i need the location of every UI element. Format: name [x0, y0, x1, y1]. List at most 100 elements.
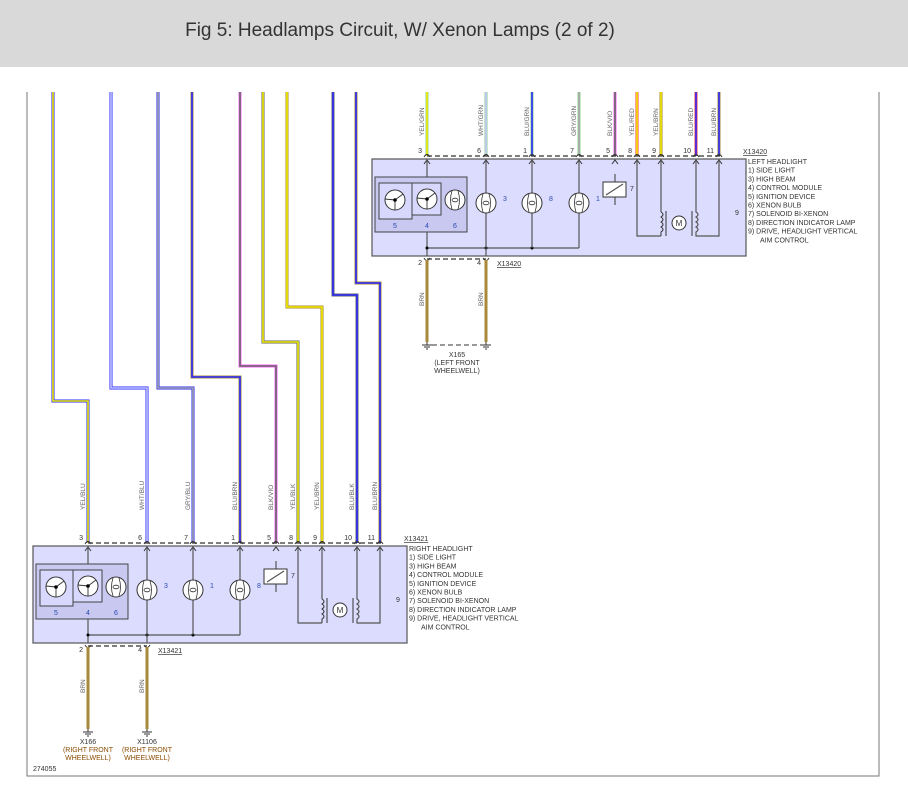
pin-number: 11 — [707, 148, 714, 155]
pin-terminal — [318, 541, 326, 545]
pin-number: 10 — [344, 535, 352, 542]
lamp-icon — [475, 192, 497, 214]
coil-icon — [694, 160, 720, 237]
pin-terminal — [423, 154, 431, 158]
ground-label: X165 — [449, 352, 465, 359]
lamp-number: 8 — [549, 196, 553, 203]
wire-blu-brn-stripe — [191, 92, 241, 543]
wire-label: WHT/BLU — [139, 480, 146, 510]
wire-label: BLK/VIO — [268, 485, 275, 510]
wire-label: BLU/BRN — [232, 482, 239, 510]
legend-item: 5) IGNITION DEVICE — [409, 581, 477, 588]
wire-label: BRN — [478, 292, 485, 306]
page-title: Fig 5: Headlamps Circuit, W/ Xenon Lamps… — [185, 20, 615, 41]
wire-label: BLU/BRN — [711, 108, 718, 136]
lamp-icon — [521, 192, 543, 214]
wire-yel-brn — [285, 92, 324, 543]
control-module-icon-pivot — [425, 197, 429, 201]
wire-yel-blu — [51, 92, 90, 543]
wire-label: YEL/GRN — [419, 107, 426, 136]
drive-number: 9 — [735, 210, 739, 217]
component-number: 5 — [54, 610, 58, 617]
solenoid-number: 7 — [630, 186, 634, 193]
lamp-icon — [182, 579, 204, 601]
document-number: 274055 — [33, 766, 56, 773]
ground-label: X1106 — [137, 739, 157, 746]
pin-arrow — [611, 159, 619, 165]
wire-yel-brn-stripe — [286, 92, 323, 543]
wire-gry-blu — [156, 92, 195, 543]
lamp-icon-filament — [528, 200, 536, 206]
pin-number: 8 — [628, 148, 632, 155]
lamp-icon — [568, 192, 590, 214]
component-title: LEFT HEADLIGHT — [748, 159, 808, 166]
pin-number: 3 — [418, 148, 422, 155]
lamp-number: 3 — [503, 196, 507, 203]
wire-blu-brn-stripe — [355, 92, 381, 543]
pin-terminal — [611, 154, 619, 158]
component-number: 6 — [453, 223, 457, 230]
wire-label: YEL/BRN — [653, 108, 660, 136]
lamp-icon — [229, 579, 251, 601]
pin-terminal — [143, 541, 151, 545]
pin-terminal — [236, 541, 244, 545]
pin-terminal — [376, 541, 384, 545]
wire-label: BRN — [80, 679, 87, 693]
lamp-icon — [136, 579, 158, 601]
junction-dot — [425, 246, 429, 250]
diagram-frame — [26, 92, 880, 777]
pin-terminal — [715, 154, 723, 158]
ground-icon — [481, 342, 491, 350]
wire-label: YEL/RED — [629, 108, 636, 136]
legend-item: 1) SIDE LIGHT — [748, 168, 796, 175]
wire-yel-blk — [261, 92, 300, 543]
wire-gry-blu-stripe — [157, 92, 194, 543]
pin-number: 5 — [606, 148, 610, 155]
pin-number: 7 — [184, 535, 188, 542]
wire-label: BRN — [419, 292, 426, 306]
lamp-icon-filament — [482, 200, 490, 206]
motor-symbol: M — [337, 606, 344, 615]
lamp-number: 1 — [210, 583, 214, 590]
pin-number: 9 — [652, 148, 656, 155]
pin-number: 2 — [79, 647, 83, 654]
xenon-bulb-icon-glass — [111, 577, 121, 597]
wire-blu-blk — [331, 92, 359, 543]
wire-blk-vio-stripe — [239, 92, 277, 543]
solenoid-diagonal — [266, 570, 285, 583]
control-module-icon-pivot — [86, 584, 90, 588]
motor-icon — [671, 215, 687, 231]
wire-wht-blu-stripe — [110, 92, 148, 543]
lamp-icon-glass — [235, 580, 245, 600]
legend-item: 3) HIGH BEAM — [748, 176, 796, 183]
pin-terminal — [272, 541, 280, 545]
wire-label: BLU/BLK — [349, 483, 356, 510]
lamp-icon-glass — [574, 193, 584, 213]
wire-label: YEL/BLK — [290, 483, 297, 510]
ground-label: (LEFT FRONT — [434, 360, 480, 367]
legend-item: 9) DRIVE, HEADLIGHT VERTICAL — [409, 616, 519, 623]
pin-number: 3 — [79, 535, 83, 542]
ground-icon — [83, 729, 93, 737]
pin-number: 4 — [138, 647, 142, 654]
motor-icon — [332, 602, 348, 618]
wire-label: BRN — [139, 679, 146, 693]
ground-label: WHEELWELL) — [434, 368, 480, 375]
xenon-bulb-icon — [105, 576, 127, 598]
pin-number: 6 — [477, 148, 481, 155]
wire-label: YEL/BLU — [80, 483, 87, 510]
pin-terminal — [528, 154, 536, 158]
coil-icon — [321, 598, 325, 623]
lamp-number: 1 — [596, 196, 600, 203]
pin-terminal — [633, 154, 641, 158]
component-number: 4 — [86, 610, 90, 617]
pin-terminal — [482, 154, 490, 158]
wire-blu-brn — [190, 92, 242, 543]
ground-label: (RIGHT FRONT — [122, 747, 173, 754]
ground-icon — [142, 729, 152, 737]
wire-label: GRY/BLU — [185, 481, 192, 510]
coil-icon — [660, 211, 664, 236]
pin-terminal — [692, 154, 700, 158]
legend-item: 6) XENON BULB — [748, 203, 802, 210]
